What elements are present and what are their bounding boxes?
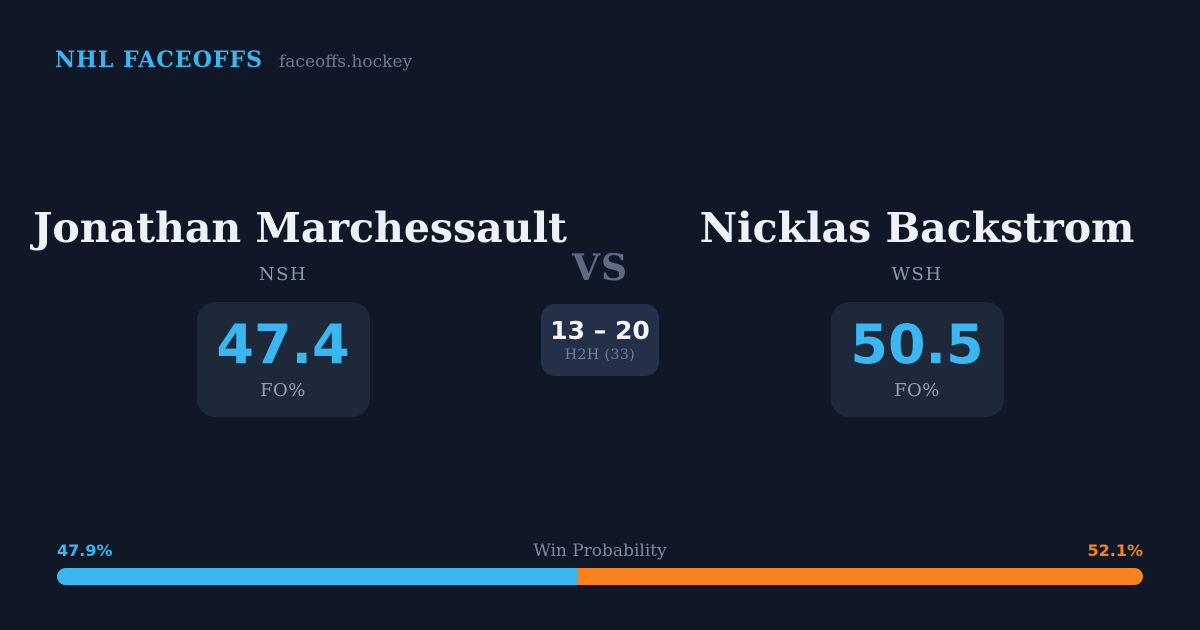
brand-title: NHL FACEOFFS <box>55 47 263 73</box>
player-name-right: Nicklas Backstrom <box>699 204 1135 252</box>
player-team-left: NSH <box>258 264 308 286</box>
win-probability-bar <box>57 568 1143 585</box>
win-probability-labels: 47.9% Win Probability 52.1% <box>57 541 1143 563</box>
fo-pct-label-left: FO% <box>260 380 306 402</box>
player-panel-right: Nicklas Backstrom WSH 50.5 FO% <box>667 204 1167 418</box>
win-prob-right-pct: 52.1% <box>1087 541 1143 560</box>
win-probability-title: Win Probability <box>533 541 667 561</box>
h2h-score: 13 – 20 <box>550 315 650 345</box>
win-prob-bar-segment-right <box>577 568 1143 585</box>
fo-stat-box-left: 47.4 FO% <box>196 302 370 418</box>
header: NHL FACEOFFS faceoffs.hockey <box>55 47 412 73</box>
h2h-box: 13 – 20 H2H (33) <box>541 304 659 376</box>
player-name-left: Jonathan Marchessault <box>33 204 567 252</box>
fo-pct-label-right: FO% <box>894 380 940 402</box>
vs-label: VS <box>572 247 628 289</box>
win-prob-left-pct: 47.9% <box>57 541 113 560</box>
h2h-label: H2H (33) <box>564 347 636 364</box>
player-panel-left: Jonathan Marchessault NSH 47.4 FO% <box>33 204 567 418</box>
win-prob-bar-segment-left <box>57 568 578 585</box>
fo-pct-value-left: 47.4 <box>216 313 350 377</box>
fo-stat-box-right: 50.5 FO% <box>830 302 1004 418</box>
vs-panel: VS 13 – 20 H2H (33) <box>500 250 700 376</box>
fo-pct-value-right: 50.5 <box>850 313 984 377</box>
player-team-right: WSH <box>891 264 943 286</box>
site-url: faceoffs.hockey <box>279 52 413 72</box>
